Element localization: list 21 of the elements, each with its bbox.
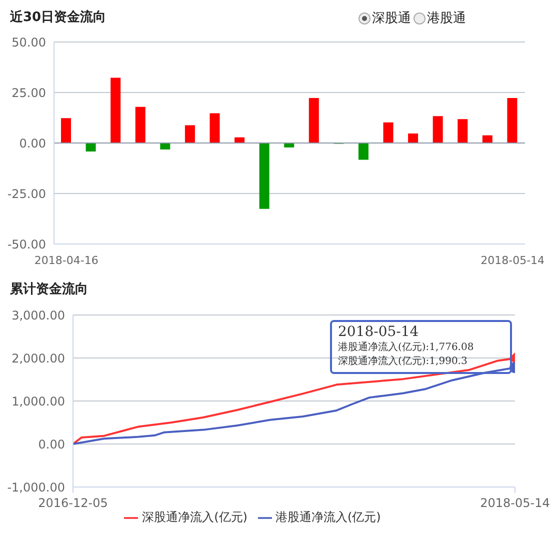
annotation: 2018-05-14 [338,324,420,340]
y-tick-label: 50.00 [12,35,46,50]
annotation: 港股通净流入(亿元):1,776.08 [338,340,475,354]
x-tick-label: 2018-04-16 [34,254,98,267]
y-tick-label: 1,000.00 [12,394,65,408]
chart-title: 累计资金流向 [10,280,88,298]
y-tick-label: -25.00 [7,186,46,201]
text: 深股通 [371,10,411,27]
y-tick-label: 0.00 [38,437,65,452]
y-tick-label: 0.00 [19,136,46,150]
chart-title: 近30日资金流向 [10,8,106,26]
x-tick-label: 2016-12-05 [38,496,108,510]
legend-label: 港股通净流入(亿元) [276,510,381,524]
y-tick-label: -1,000.00 [7,480,65,494]
annotation: 深股通净流入(亿元):1,990.3 [338,354,468,368]
y-tick-label: -50.00 [7,237,46,252]
legend-label: 深股通净流入(亿元) [142,510,248,524]
y-tick-label: 25.00 [12,86,46,100]
y-tick-label: 3,000.00 [12,308,65,322]
text: 港股通 [426,10,466,27]
y-tick-label: 2,000.00 [12,351,65,366]
